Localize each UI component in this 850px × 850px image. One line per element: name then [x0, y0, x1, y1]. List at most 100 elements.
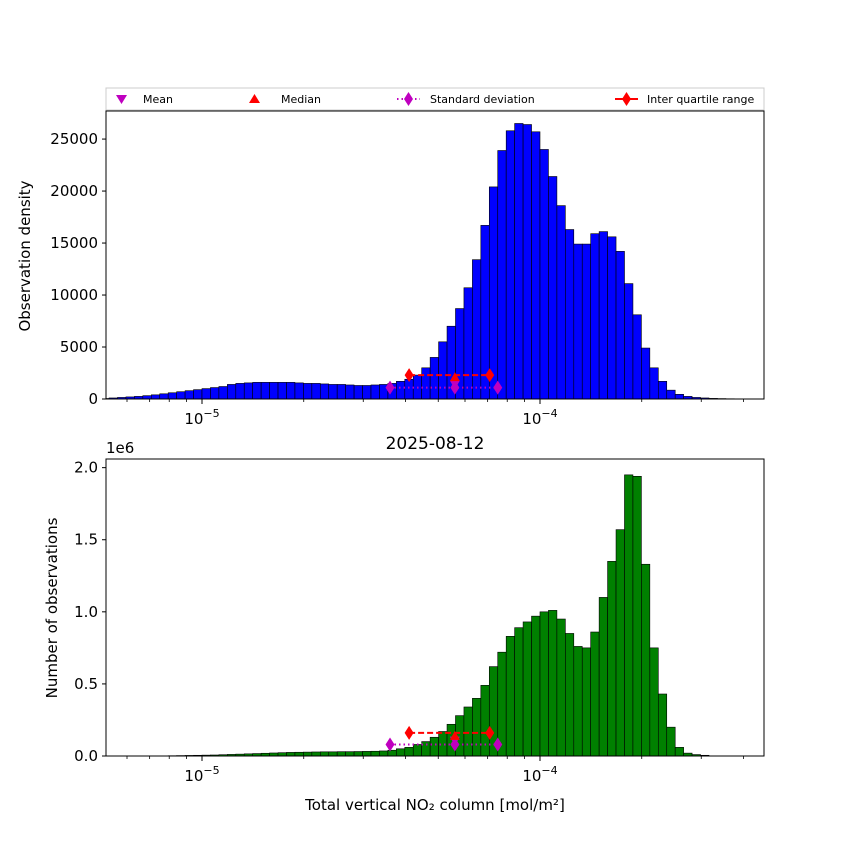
histogram-bar [227, 384, 237, 399]
histogram-bar [472, 259, 482, 399]
x-tick-label: 10−4 [522, 764, 557, 785]
iqr-high-marker [485, 368, 495, 383]
histogram-bar [539, 149, 549, 399]
y-tick-label: 0.5 [74, 675, 98, 693]
histogram-bar [379, 750, 389, 756]
histogram-bar [565, 633, 575, 756]
histogram-bar [657, 381, 668, 399]
histogram-bar [184, 390, 194, 399]
histogram-bar [353, 385, 363, 399]
y-tick-label: 20000 [50, 182, 98, 200]
y-tick-label: 10000 [50, 286, 98, 304]
histogram-bar [674, 747, 684, 756]
legend-label-mean: Mean [143, 93, 173, 106]
y-tick-label: 1.0 [74, 603, 98, 621]
histogram-bar [657, 693, 668, 756]
histogram-bar [421, 367, 431, 399]
histogram-bar [649, 367, 659, 399]
histogram-bar [328, 384, 338, 399]
x-axis-label: Total vertical NO₂ column [mol/m²] [304, 796, 565, 814]
histogram-bar [463, 287, 473, 399]
histogram-bar [429, 357, 439, 399]
histogram-bar [286, 752, 296, 756]
std-high-marker [493, 737, 503, 752]
histogram-bar [472, 698, 482, 756]
histogram-bar [319, 751, 330, 756]
histogram-bar [396, 381, 406, 399]
histogram-bar [556, 205, 566, 399]
histogram-bar [328, 751, 338, 756]
axes-frame [105, 458, 765, 757]
histogram-bar [548, 610, 558, 756]
histogram-bar [666, 389, 676, 399]
top-y-axis-label: Observation density [16, 180, 34, 331]
legend: Mean Median Standard deviation Inter qua… [105, 87, 765, 111]
iqr-low-marker [404, 725, 414, 740]
histogram-bar [336, 751, 346, 756]
histogram-bar [303, 383, 313, 399]
histogram-bar [362, 751, 372, 756]
legend-entry-std: Standard deviation [397, 92, 535, 106]
histogram-bar [590, 631, 600, 756]
histogram-bar [548, 176, 558, 399]
histogram-bar [624, 283, 634, 399]
histogram-bar [404, 378, 414, 399]
histogram-bar [488, 186, 499, 399]
histogram-bar [404, 747, 414, 756]
histogram-bar [632, 475, 642, 756]
histogram-bar [235, 383, 245, 399]
y-tick-label: 15000 [50, 234, 98, 252]
bottom-chart-title: 2025-08-12 [386, 434, 485, 454]
std-diamond-icon [404, 92, 413, 106]
histogram-bar [615, 529, 625, 756]
histogram-bar [438, 341, 448, 399]
y-tick-label: 2.0 [74, 459, 98, 477]
std-low-marker [385, 737, 395, 752]
histogram-bar [370, 750, 380, 756]
std-low-marker [385, 380, 395, 395]
histogram-bar [269, 382, 279, 399]
histogram-bar [311, 383, 321, 399]
histogram-bar [286, 382, 296, 399]
histogram-bar [345, 384, 355, 399]
histogram-bar [565, 229, 575, 399]
histogram-bar [522, 124, 532, 399]
x-tick-label: 10−5 [184, 764, 219, 785]
histogram-bar [463, 706, 473, 756]
iqr-diamond-icon [622, 92, 631, 106]
histogram-bar [522, 621, 532, 756]
x-tick-label: 10−4 [522, 407, 557, 428]
histogram-bar [201, 388, 211, 399]
legend-entry-iqr: Inter quartile range [615, 92, 754, 106]
histogram-bar [243, 382, 253, 399]
histogram-bar [539, 611, 549, 756]
histogram-bar [150, 394, 161, 399]
std-center-marker [450, 380, 460, 395]
histogram-bar [514, 627, 524, 756]
histogram-bar [598, 597, 608, 756]
histogram-bar [252, 382, 262, 399]
histogram-bar [345, 751, 355, 756]
histogram-bar [412, 744, 422, 756]
histogram-bar [387, 749, 397, 756]
histogram-bar [353, 751, 363, 756]
histogram-bar [607, 236, 617, 399]
bottom-offset-label: 1e6 [106, 439, 134, 457]
histogram-bar [497, 150, 507, 399]
iqr-low-marker [404, 368, 414, 383]
histogram-bar [573, 243, 583, 399]
histogram-bar [319, 383, 330, 399]
histogram-bar [674, 394, 684, 399]
y-tick-label: 5000 [60, 338, 98, 356]
histogram-bar [429, 736, 439, 756]
histogram-bar [218, 386, 228, 399]
x-tick-label: 10−5 [184, 407, 219, 428]
histogram-bar [598, 231, 608, 399]
legend-entry-mean: Mean [116, 93, 173, 106]
histogram-bar [370, 384, 380, 399]
histogram-bar [531, 131, 541, 399]
histogram-bar [193, 389, 203, 399]
median-marker-icon [249, 94, 260, 103]
histogram-bar [210, 387, 220, 399]
